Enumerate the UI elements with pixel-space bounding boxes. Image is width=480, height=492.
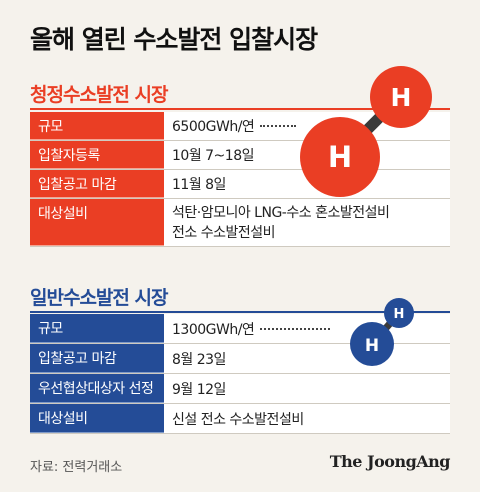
atom-symbol: H bbox=[328, 140, 352, 174]
table-row: 입찰공고 마감 11월 8일 bbox=[30, 170, 450, 199]
hydrogen-atom-icon bbox=[350, 322, 394, 366]
hydrogen-atom-icon bbox=[370, 66, 432, 128]
hydrogen-atom-icon bbox=[384, 298, 414, 328]
row-value: 석탄·암모니아 LNG-수소 혼소발전설비 전소 수소발전설비 bbox=[164, 199, 450, 246]
row-label: 규모 bbox=[30, 112, 164, 140]
atom-symbol: H bbox=[394, 307, 405, 322]
table-row: 입찰공고 마감 8월 23일 bbox=[30, 344, 450, 374]
source-note: 자료: 전력거래소 bbox=[30, 460, 123, 475]
hydrogen-atom-icon bbox=[300, 117, 380, 197]
row-value: 11월 8일 bbox=[164, 170, 450, 198]
table-row: 우선협상대상자 선정 9월 12일 bbox=[30, 374, 450, 404]
row-value-text: 1300GWh/연 bbox=[172, 321, 255, 338]
row-label: 입찰자등록 bbox=[30, 141, 164, 169]
row-label: 입찰공고 마감 bbox=[30, 344, 164, 373]
row-label: 대상설비 bbox=[30, 404, 164, 433]
brand-logo: The JoongAng bbox=[329, 452, 451, 471]
atom-symbol: H bbox=[365, 336, 379, 356]
atom-symbol: H bbox=[391, 83, 412, 112]
row-value: 8월 23일 bbox=[164, 344, 450, 373]
clean-market-rule bbox=[30, 108, 450, 110]
table-row: 대상설비 신설 전소 수소발전설비 bbox=[30, 404, 450, 434]
row-value-line: 석탄·암모니아 LNG-수소 혼소발전설비 bbox=[172, 204, 390, 221]
row-label: 우선협상대상자 선정 bbox=[30, 374, 164, 403]
leader-dots bbox=[260, 327, 331, 330]
clean-market-title: 청정수소발전 시장 bbox=[30, 84, 168, 106]
table-row: 대상설비 석탄·암모니아 LNG-수소 혼소발전설비 전소 수소발전설비 bbox=[30, 199, 450, 247]
row-label: 입찰공고 마감 bbox=[30, 170, 164, 198]
leader-dots bbox=[260, 125, 297, 127]
page-title: 올해 열린 수소발전 입찰시장 bbox=[30, 25, 318, 54]
general-market-rule bbox=[30, 311, 450, 313]
general-market-title: 일반수소발전 시장 bbox=[30, 287, 168, 309]
general-market-table: 규모 1300GWh/연 입찰공고 마감 8월 23일 우선협상대상자 선정 9… bbox=[30, 314, 450, 434]
row-label: 대상설비 bbox=[30, 199, 164, 246]
row-value-text: 6500GWh/연 bbox=[172, 119, 255, 135]
row-label: 규모 bbox=[30, 314, 164, 343]
row-value: 9월 12일 bbox=[164, 374, 450, 403]
row-value-line: 전소 수소발전설비 bbox=[172, 224, 276, 241]
row-value: 신설 전소 수소발전설비 bbox=[164, 404, 450, 433]
